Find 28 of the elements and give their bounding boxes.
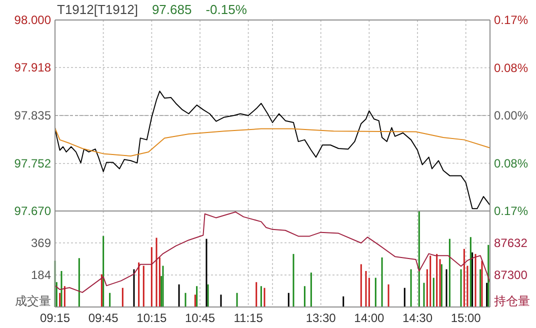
y2-tick-label: 87632 [494, 236, 528, 250]
y-tick-label: 97.670 [14, 204, 52, 218]
y2-tick-label: 0.17% [494, 204, 528, 218]
y-tick-label: 184 [30, 268, 52, 282]
y2-axis-title: 持仓量 [494, 294, 530, 308]
x-tick-label: 15:00 [450, 311, 482, 325]
x-tick-label: 10:15 [136, 311, 168, 325]
y-axis-title: 成交量 [15, 294, 51, 308]
x-tick-label: 10:45 [184, 311, 216, 325]
y2-tick-label: 0.00% [494, 108, 528, 122]
x-tick-label: 14:00 [354, 311, 385, 325]
x-tick-label: 11:15 [234, 311, 264, 325]
y-tick-label: 97.835 [14, 108, 52, 122]
x-tick-label: 14:30 [402, 311, 433, 325]
x-tick-label: 09:15 [40, 311, 70, 325]
y-tick-label: 369 [30, 236, 52, 250]
text: -0.15% [206, 2, 248, 17]
y2-tick-label: 0.17% [494, 13, 528, 27]
text: 97.685 [152, 2, 192, 17]
x-tick-label: 13:30 [306, 311, 336, 325]
y2-tick-label: 0.08% [494, 156, 528, 170]
x-tick-label: 09:45 [88, 311, 119, 325]
chart-title: T1912[T1912] [57, 2, 138, 17]
y-tick-label: 97.918 [14, 60, 52, 74]
y2-tick-label: 0.08% [494, 60, 528, 75]
y-tick-label: 98.000 [14, 13, 52, 27]
y-tick-label: 97.752 [14, 156, 52, 171]
y2-tick-label: 87300 [494, 268, 528, 282]
